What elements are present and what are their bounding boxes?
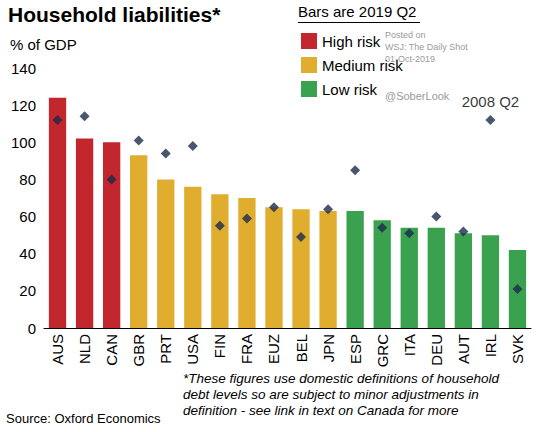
svg-text:ESP: ESP: [347, 334, 364, 364]
svg-text:WSJ: The Daily Shot: WSJ: The Daily Shot: [385, 42, 468, 52]
svg-text:Household liabilities*: Household liabilities*: [8, 3, 221, 26]
svg-text:20: 20: [19, 282, 36, 299]
svg-text:GRC: GRC: [374, 334, 391, 368]
svg-text:Posted on: Posted on: [385, 30, 426, 40]
svg-text:60: 60: [19, 208, 36, 225]
svg-text:USA: USA: [184, 334, 201, 365]
svg-text:80: 80: [19, 171, 36, 188]
svg-text:FRA: FRA: [238, 334, 255, 364]
svg-text:AUS: AUS: [49, 334, 66, 365]
svg-text:BEL: BEL: [293, 334, 310, 362]
svg-text:100: 100: [11, 134, 36, 151]
svg-text:01-Oct-2019: 01-Oct-2019: [385, 54, 435, 64]
svg-text:ITA: ITA: [401, 334, 418, 356]
svg-text:EUZ: EUZ: [265, 334, 282, 364]
svg-text:SVK: SVK: [509, 334, 526, 364]
svg-text:JPN: JPN: [320, 334, 337, 362]
svg-text:PRT: PRT: [157, 334, 174, 364]
svg-text:0: 0: [28, 320, 36, 337]
svg-text:AUT: AUT: [455, 334, 472, 364]
svg-text:Bars are 2019 Q2: Bars are 2019 Q2: [298, 3, 416, 20]
svg-text:debt levels so are subject to: debt levels so are subject to minor adju…: [183, 387, 479, 402]
svg-text:GBR: GBR: [130, 334, 147, 367]
svg-text:@SoberLook: @SoberLook: [385, 90, 450, 102]
svg-text:*These figures use domestic de: *These figures use domestic definitions …: [183, 371, 499, 386]
svg-text:Low risk: Low risk: [322, 81, 378, 98]
svg-text:2008 Q2: 2008 Q2: [462, 93, 520, 110]
svg-text:High risk: High risk: [322, 33, 381, 50]
svg-text:% of GDP: % of GDP: [10, 36, 77, 53]
svg-text:Medium risk: Medium risk: [322, 56, 403, 74]
svg-text:120: 120: [11, 97, 36, 114]
svg-text:DEU: DEU: [428, 334, 445, 366]
svg-text:FIN: FIN: [211, 334, 228, 358]
svg-text:Source: Oxford Economics: Source: Oxford Economics: [6, 411, 161, 426]
svg-text:IRL: IRL: [482, 334, 499, 357]
svg-text:140: 140: [11, 60, 36, 77]
svg-text:40: 40: [19, 245, 36, 262]
svg-text:definition - see link in text: definition - see link in text on Canada …: [183, 403, 458, 418]
svg-text:NLD: NLD: [76, 334, 93, 364]
svg-text:CAN: CAN: [103, 334, 120, 366]
